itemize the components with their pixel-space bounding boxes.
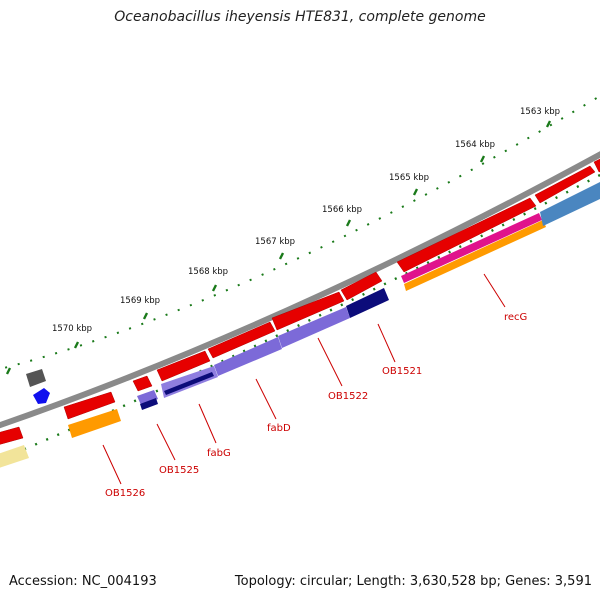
tick-label-1566: 1566 kbp (322, 205, 362, 215)
gene-OB1522[interactable] (271, 291, 345, 331)
gene-upper-right-1[interactable] (534, 165, 596, 204)
cog-bar-magenta (401, 213, 542, 283)
gene-OB1521[interactable] (340, 271, 383, 301)
cog-bar-navy-fabG (164, 372, 214, 395)
tick-label-1567: 1567 kbp (255, 237, 295, 247)
cog-bar-navy-OB1521 (346, 288, 389, 318)
gene-label-OB1521: OB1521 (382, 366, 422, 377)
tick-label-1564: 1564 kbp (455, 140, 495, 150)
tick-label-1565: 1565 kbp (389, 173, 429, 183)
gene-upper-right-2[interactable] (593, 156, 600, 173)
gene-features (0, 156, 600, 446)
cog-bar-orange-OB1526 (68, 409, 121, 438)
scale-major-ticks (5, 120, 552, 375)
gene-label-fabG: fabG (207, 448, 231, 459)
scale-tick-labels: 1563 kbp 1564 kbp 1565 kbp 1566 kbp 1567… (52, 107, 560, 334)
gene-recG[interactable] (396, 197, 537, 273)
cog-bar-orange-recG (404, 220, 546, 291)
inner-tick-track (0, 173, 600, 461)
cog-features (0, 182, 600, 468)
cog-bar-yellow (0, 445, 29, 468)
genome-summary-text: Topology: circular; Length: 3,630,528 bp… (234, 574, 592, 589)
gene-label-fabD: fabD (267, 423, 291, 434)
gene-label-OB1522: OB1522 (328, 391, 368, 402)
accession-text: Accession: NC_004193 (9, 574, 157, 589)
gene-fabD[interactable] (207, 321, 276, 359)
label-leaders (102, 273, 506, 485)
cog-bar-blue (33, 388, 50, 404)
cog-bar-purple-OB1522 (278, 307, 350, 348)
cog-bar-navy-OB1525 (140, 398, 158, 410)
gene-label-OB1525: OB1525 (159, 465, 199, 476)
tick-label-1570: 1570 kbp (52, 324, 92, 334)
gene-label-OB1526: OB1526 (105, 488, 145, 499)
cog-bar-steelblue (540, 182, 600, 226)
cog-bar-gray (26, 369, 46, 387)
tick-label-1569: 1569 kbp (120, 296, 160, 306)
tick-label-1568: 1568 kbp (188, 267, 228, 277)
genome-backbone (0, 151, 600, 429)
gene-OB1526[interactable] (63, 391, 116, 420)
gene-label-recG: recG (504, 312, 527, 323)
gene-left-edge[interactable] (0, 426, 24, 446)
tick-label-1563: 1563 kbp (520, 107, 560, 117)
gene-fabG[interactable] (156, 350, 211, 382)
gene-OB1525[interactable] (132, 375, 153, 392)
map-title: Oceanobacillus iheyensis HTE831, complet… (114, 9, 486, 25)
scale-track (0, 95, 600, 371)
cog-bar-purple-fabD (214, 337, 282, 376)
cog-bar-purple-OB1525 (137, 390, 158, 405)
gene-labels: recG OB1521 OB1522 fabD fabG OB1525 OB15… (105, 312, 527, 499)
